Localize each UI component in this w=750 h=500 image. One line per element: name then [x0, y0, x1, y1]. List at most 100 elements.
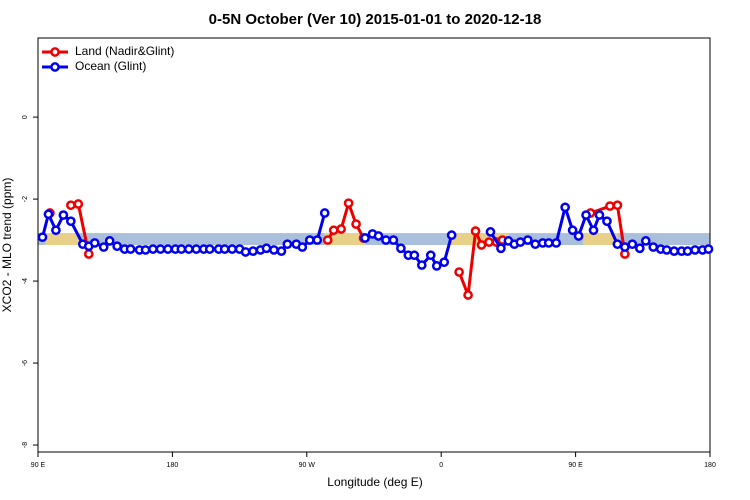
data-point — [163, 244, 173, 254]
x-tick-label: 180 — [167, 462, 179, 469]
data-point — [51, 225, 61, 236]
data-point — [322, 235, 333, 245]
legend-marker — [50, 47, 60, 57]
data-point — [567, 225, 578, 236]
data-point — [58, 210, 69, 220]
data-point — [485, 227, 496, 237]
data-point — [297, 242, 308, 252]
data-point — [690, 245, 700, 255]
data-point — [240, 247, 251, 257]
data-point — [73, 199, 84, 209]
data-point — [530, 239, 541, 250]
data-point — [551, 238, 562, 248]
data-point — [496, 243, 506, 254]
data-point — [573, 231, 584, 241]
data-point — [476, 240, 487, 250]
data-point — [336, 224, 346, 234]
y-tick-label: -8 — [22, 442, 29, 448]
data-point — [183, 244, 194, 254]
data-point — [581, 210, 591, 220]
data-point — [634, 243, 645, 254]
y-tick-label: -2 — [22, 196, 29, 202]
data-point — [140, 245, 151, 255]
land-band — [324, 233, 366, 245]
data-point — [620, 242, 630, 252]
data-point — [248, 246, 258, 256]
x-tick-label: 90 E — [568, 462, 583, 469]
data-point — [104, 236, 115, 246]
data-point — [155, 244, 166, 254]
data-point — [543, 238, 554, 248]
data-point — [227, 244, 237, 254]
data-point — [381, 235, 391, 245]
data-point — [191, 244, 202, 254]
legend-marker — [50, 62, 60, 72]
data-point — [282, 239, 293, 250]
x-tick-label: 180 — [704, 462, 716, 469]
x-tick-label: 90 E — [31, 462, 46, 469]
data-point — [669, 246, 680, 256]
data-point — [351, 219, 361, 229]
data-point — [312, 235, 323, 245]
data-point — [125, 244, 136, 254]
land-band — [583, 233, 618, 245]
data-point — [148, 244, 158, 254]
data-point — [454, 267, 464, 277]
data-point — [396, 243, 406, 254]
x-tick-label: 90 W — [299, 462, 316, 469]
y-tick-label: -6 — [22, 360, 29, 366]
data-point — [640, 236, 651, 246]
data-point — [98, 242, 109, 252]
data-point — [66, 200, 76, 211]
land-band — [45, 233, 80, 245]
x-tick-label: 0 — [439, 462, 443, 469]
data-point — [439, 257, 450, 268]
y-tick-label: -4 — [22, 278, 29, 284]
data-point — [112, 241, 122, 252]
legend-label: Ocean (Glint) — [75, 59, 146, 73]
data-point — [360, 233, 370, 243]
data-point — [484, 237, 494, 247]
data-point — [612, 200, 623, 211]
data-point — [682, 246, 693, 256]
data-point — [269, 245, 279, 255]
data-point — [648, 242, 659, 252]
data-point — [560, 202, 570, 213]
data-point — [343, 198, 354, 209]
data-point — [373, 231, 384, 241]
data-point — [463, 290, 473, 300]
data-point — [388, 235, 399, 245]
data-point — [176, 244, 187, 254]
data-point — [37, 232, 48, 243]
data-point — [612, 239, 623, 250]
data-point — [515, 237, 526, 247]
chart-title: 0-5N October (Ver 10) 2015-01-01 to 2020… — [209, 11, 542, 28]
legend-label: Land (Nadir&Glint) — [75, 44, 174, 58]
data-point — [83, 249, 94, 259]
data-point — [89, 238, 100, 248]
data-point — [588, 225, 599, 236]
data-point — [219, 244, 230, 254]
data-point — [66, 216, 76, 227]
data-point — [416, 260, 427, 270]
data-point — [522, 235, 533, 245]
data-point — [204, 244, 215, 254]
data-point — [425, 250, 436, 261]
y-axis-label: XCO2 - MLO trend (ppm) — [0, 178, 14, 313]
x-axis-label: Longitude (deg E) — [327, 475, 422, 489]
data-point — [470, 226, 481, 236]
data-point — [627, 239, 638, 250]
data-point — [594, 210, 605, 220]
data-point — [261, 243, 272, 254]
reference-band — [38, 233, 710, 245]
data-point — [276, 246, 287, 256]
data-point — [431, 261, 442, 271]
data-point — [43, 209, 54, 220]
y-tick-label: 0 — [22, 115, 29, 119]
data-point — [446, 230, 457, 241]
data-point — [661, 245, 672, 255]
data-point — [703, 244, 714, 254]
data-point — [304, 235, 315, 245]
data-point — [605, 201, 615, 211]
